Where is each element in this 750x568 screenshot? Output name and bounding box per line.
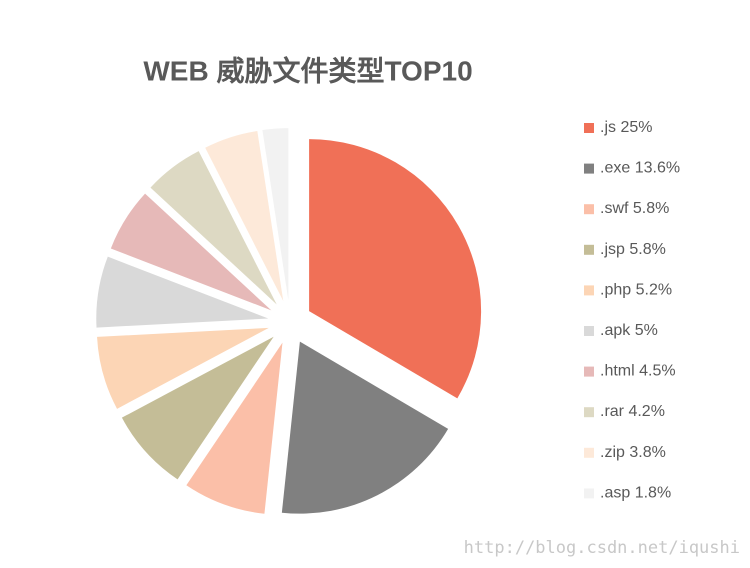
legend-label: .zip 3.8% <box>600 444 666 461</box>
pie-slice <box>262 128 289 301</box>
legend-value: 25% <box>620 119 652 136</box>
legend-swatch <box>584 244 594 255</box>
pie-slice <box>97 327 269 409</box>
legend-category: .exe <box>600 160 630 177</box>
legend-value: 5% <box>635 322 658 339</box>
watermark: http://blog.csdn.net/iqushi <box>464 538 740 558</box>
legend-swatch <box>584 204 594 215</box>
legend-label: .exe 13.6% <box>600 160 680 177</box>
legend-label: .asp 1.8% <box>600 485 671 502</box>
legend-label: .apk 5% <box>600 322 658 339</box>
legend-category: .jsp <box>600 241 625 258</box>
pie-slice <box>150 151 277 305</box>
legend-value: 4.2% <box>628 403 664 420</box>
legend-label: .jsp 5.8% <box>600 241 666 258</box>
legend-label: .html 4.5% <box>600 363 676 380</box>
legend-swatch <box>584 488 594 499</box>
pie-slice <box>186 342 283 514</box>
legend-category: .php <box>600 282 631 299</box>
pie-slice <box>96 256 269 328</box>
legend-label: .js 25% <box>600 119 652 136</box>
legend-value: 4.5% <box>639 363 675 380</box>
legend-swatch <box>584 407 594 418</box>
legend-value: 5.2% <box>636 282 672 299</box>
legend-label: .swf 5.8% <box>600 200 669 217</box>
legend-swatch <box>584 447 594 458</box>
legend-category: .asp <box>600 485 630 502</box>
legend-category: .js <box>600 119 616 136</box>
legend-category: .swf <box>600 200 629 217</box>
legend-value: 13.6% <box>635 160 680 177</box>
legend-value: 5.8% <box>629 241 665 258</box>
legend-swatch <box>584 285 594 296</box>
pie-slice <box>121 336 274 480</box>
legend-category: .zip <box>600 444 625 461</box>
pie-slice <box>281 341 449 514</box>
legend-category: .html <box>600 363 635 380</box>
pie-slice <box>110 193 272 311</box>
chart-title: WEB 威胁文件类型TOP10 <box>143 54 472 86</box>
legend-swatch <box>584 366 594 377</box>
pie-slice <box>309 139 482 399</box>
legend-category: .apk <box>600 322 631 339</box>
pie-slice <box>205 131 284 302</box>
legend-swatch <box>584 326 594 336</box>
legend-category: .rar <box>600 403 625 420</box>
legend-label: .rar 4.2% <box>600 403 665 420</box>
legend-value: 5.8% <box>633 200 669 217</box>
legend-label: .php 5.2% <box>600 282 672 299</box>
legend-swatch <box>584 163 594 174</box>
legend-value: 3.8% <box>629 444 665 461</box>
legend-swatch <box>584 123 594 133</box>
legend-value: 1.8% <box>635 485 671 502</box>
